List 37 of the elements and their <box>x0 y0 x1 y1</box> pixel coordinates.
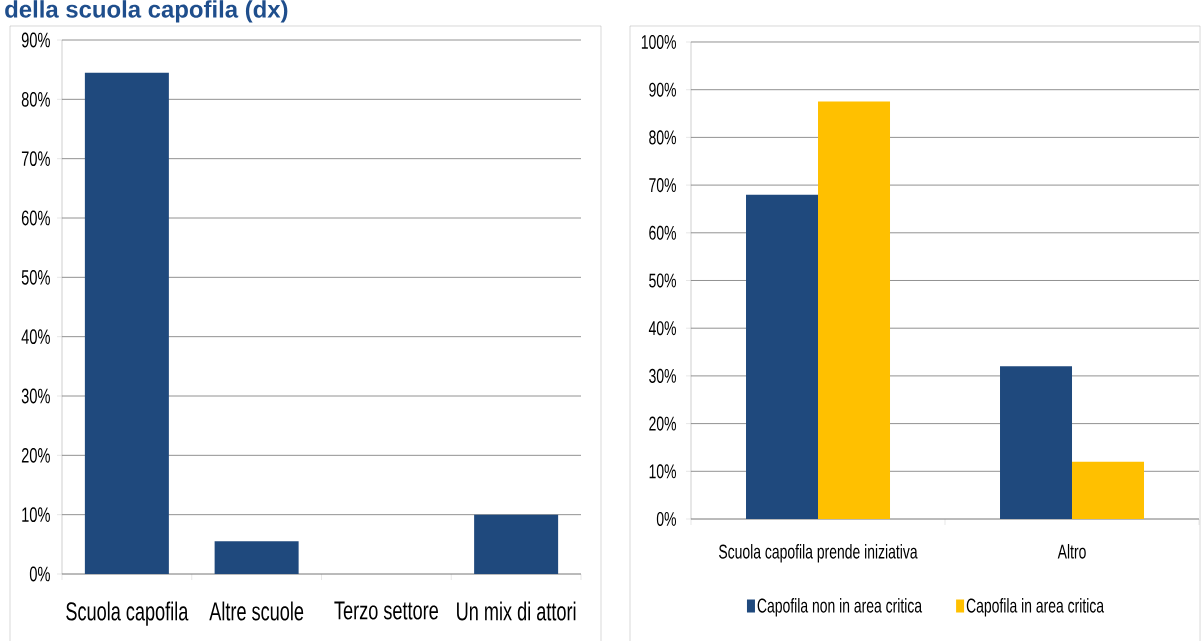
y-tick-label: 10% <box>22 507 50 523</box>
y-tick-label: 30% <box>649 368 676 383</box>
y-tick-label: 60% <box>21 210 50 226</box>
y-tick-label: 10% <box>649 464 676 479</box>
x-tick-label: Terzo settore <box>334 601 438 620</box>
bar <box>746 194 819 519</box>
y-tick-label: 70% <box>21 151 50 167</box>
bar <box>1000 366 1073 519</box>
y-tick-label: 40% <box>648 321 676 336</box>
y-tick-label: 80% <box>649 130 676 145</box>
bar <box>818 101 891 519</box>
y-tick-label: 70% <box>649 178 676 193</box>
x-tick-label: Scuola capofila prende iniziativa <box>719 544 918 563</box>
y-tick-label: 50% <box>649 273 676 288</box>
legend-label: Capofila non in area critica <box>757 598 923 617</box>
y-tick-label: 90% <box>21 32 50 48</box>
y-tick-label: 20% <box>649 416 676 431</box>
y-tick-label: 20% <box>21 447 50 463</box>
y-tick-label: 0% <box>656 511 676 527</box>
y-tick-label: 100% <box>641 34 676 50</box>
y-tick-label: 90% <box>649 82 676 97</box>
x-tick-label: Altro <box>1057 544 1086 559</box>
bar <box>214 541 299 574</box>
chart-title: della scuola capofila (dx) <box>5 0 288 23</box>
y-tick-label: 80% <box>21 91 50 107</box>
x-tick-label: Scuola capofila <box>66 601 189 626</box>
y-tick-label: 40% <box>21 329 50 345</box>
legend-label: Capofila in area critica <box>966 598 1105 617</box>
bar <box>1072 461 1145 519</box>
y-tick-label: 50% <box>21 269 50 285</box>
y-tick-label: 60% <box>649 225 676 240</box>
bar <box>84 72 169 574</box>
bar <box>474 514 559 574</box>
y-tick-label: 30% <box>21 388 50 404</box>
x-tick-label: Un mix di attori <box>457 601 576 621</box>
x-tick-label: Altre scuole <box>209 601 304 621</box>
y-tick-label: 0% <box>29 566 50 582</box>
